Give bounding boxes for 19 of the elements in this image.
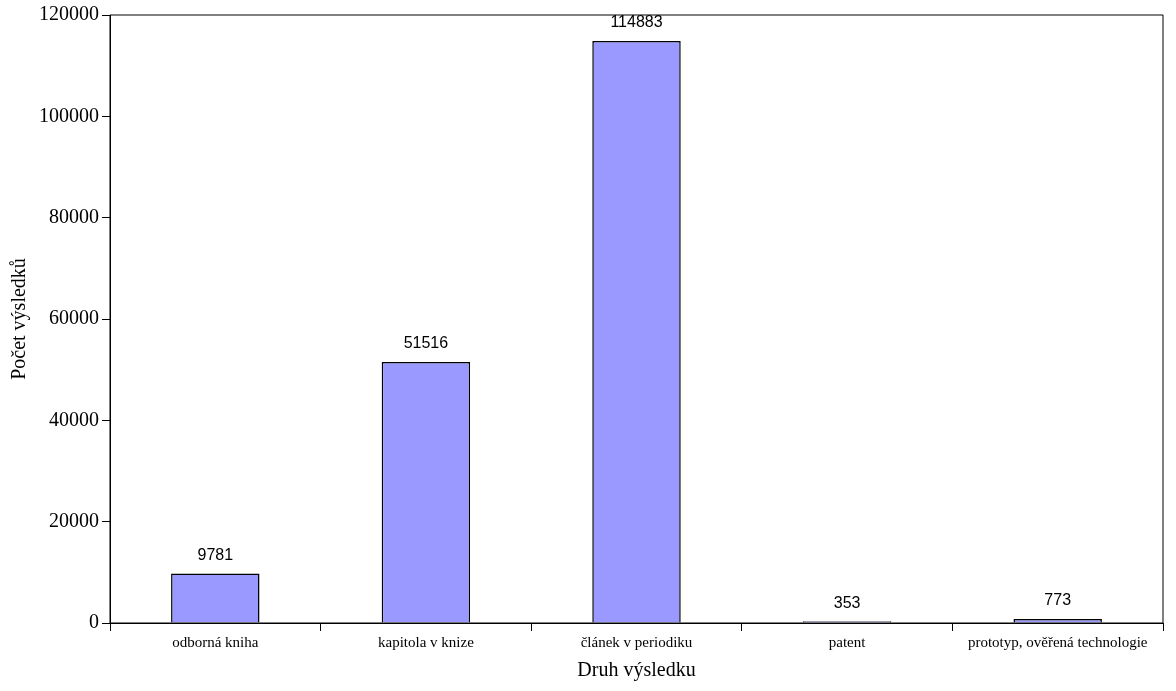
data-label: 51516 — [403, 334, 449, 352]
y-tick-label: 0 — [89, 610, 99, 633]
x-tick-label: kapitola v knize — [377, 633, 475, 650]
data-label: 9781 — [197, 545, 234, 563]
data-label: 353 — [833, 593, 861, 611]
y-tick-label: 120000 — [39, 2, 99, 25]
x-tick-label: patent — [828, 633, 867, 650]
y-tick-label: 60000 — [49, 306, 99, 329]
x-axis-title: Druh výsledku — [577, 658, 696, 682]
y-tick-label: 80000 — [49, 204, 99, 227]
x-tick-label: článek v periodiku — [580, 633, 693, 650]
y-tick-label: 100000 — [39, 103, 99, 126]
y-axis-title: Počet výsledků — [7, 258, 31, 380]
data-label: 773 — [1044, 591, 1072, 609]
x-tick-label: odborná kniha — [172, 633, 259, 650]
y-tick-label: 40000 — [49, 407, 99, 430]
x-tick-label: prototyp, ověřená technologie — [967, 633, 1148, 650]
y-tick-label: 20000 — [49, 508, 99, 531]
data-label: 114883 — [610, 13, 663, 31]
